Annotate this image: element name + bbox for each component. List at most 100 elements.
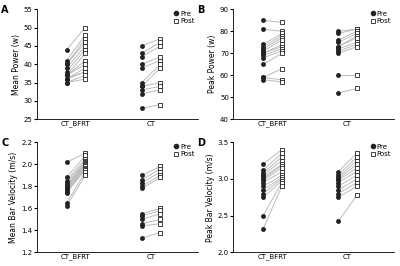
- Point: [82, 77, 88, 81]
- Point: [63, 183, 70, 187]
- Point: [354, 42, 360, 47]
- Point: [157, 170, 164, 174]
- Point: [260, 192, 266, 196]
- Point: [279, 162, 285, 167]
- Point: [82, 151, 88, 155]
- Point: [260, 45, 266, 49]
- Point: [82, 170, 88, 174]
- Point: [82, 160, 88, 164]
- Legend: Pre, Post: Pre, Post: [371, 11, 391, 24]
- Point: [138, 81, 145, 85]
- Point: [279, 147, 285, 152]
- Point: [82, 162, 88, 167]
- Point: [82, 167, 88, 171]
- Point: [138, 51, 145, 55]
- Point: [279, 29, 285, 34]
- Point: [354, 36, 360, 40]
- Point: [82, 157, 88, 161]
- Text: A: A: [1, 5, 8, 15]
- Point: [63, 185, 70, 189]
- Point: [138, 181, 145, 185]
- Point: [63, 62, 70, 66]
- Point: [82, 168, 88, 172]
- Point: [279, 78, 285, 82]
- Point: [157, 212, 164, 216]
- Point: [82, 26, 88, 30]
- Point: [260, 47, 266, 51]
- Point: [138, 106, 145, 110]
- Point: [260, 75, 266, 80]
- Point: [138, 92, 145, 96]
- Point: [82, 66, 88, 70]
- Point: [157, 164, 164, 169]
- Point: [335, 40, 341, 44]
- Point: [138, 62, 145, 66]
- Point: [354, 27, 360, 31]
- Point: [63, 73, 70, 77]
- Point: [138, 236, 145, 240]
- Point: [279, 42, 285, 47]
- Point: [157, 230, 164, 235]
- Point: [335, 51, 341, 55]
- Point: [82, 153, 88, 158]
- Point: [260, 75, 266, 80]
- Point: [279, 34, 285, 38]
- Point: [63, 77, 70, 81]
- Point: [82, 161, 88, 165]
- Point: [157, 173, 164, 177]
- Y-axis label: Peak Power (w): Peak Power (w): [208, 35, 217, 93]
- Point: [63, 160, 70, 164]
- Point: [63, 189, 70, 193]
- Point: [82, 69, 88, 74]
- Point: [82, 164, 88, 169]
- Point: [279, 175, 285, 180]
- Point: [82, 51, 88, 55]
- Point: [279, 31, 285, 36]
- Point: [354, 173, 360, 177]
- Point: [260, 177, 266, 181]
- Point: [63, 186, 70, 191]
- Point: [279, 45, 285, 49]
- Point: [63, 184, 70, 188]
- Point: [354, 86, 360, 91]
- Point: [354, 184, 360, 188]
- Point: [138, 84, 145, 88]
- Point: [260, 49, 266, 53]
- Point: [63, 69, 70, 74]
- Point: [157, 36, 164, 41]
- Point: [354, 162, 360, 167]
- Point: [279, 184, 285, 188]
- Legend: Pre, Post: Pre, Post: [174, 11, 194, 24]
- Point: [138, 44, 145, 48]
- Point: [63, 190, 70, 194]
- Point: [82, 159, 88, 163]
- Point: [63, 81, 70, 85]
- Point: [354, 29, 360, 34]
- Point: [335, 49, 341, 53]
- Point: [157, 102, 164, 107]
- Point: [157, 208, 164, 213]
- Legend: Pre, Post: Pre, Post: [371, 144, 391, 157]
- Point: [63, 175, 70, 180]
- Point: [354, 166, 360, 170]
- Point: [260, 195, 266, 200]
- Point: [335, 219, 341, 224]
- Point: [157, 81, 164, 85]
- Point: [82, 33, 88, 37]
- Point: [157, 59, 164, 63]
- Point: [335, 47, 341, 51]
- Point: [279, 20, 285, 25]
- Y-axis label: Mean Bar Velocity (m/s): Mean Bar Velocity (m/s): [9, 152, 18, 243]
- Point: [138, 184, 145, 188]
- Point: [63, 66, 70, 70]
- Point: [260, 184, 266, 188]
- Point: [138, 55, 145, 59]
- Point: [279, 66, 285, 71]
- Text: D: D: [198, 138, 206, 148]
- Point: [354, 73, 360, 77]
- Point: [138, 214, 145, 218]
- Point: [63, 181, 70, 185]
- Point: [354, 40, 360, 44]
- Point: [335, 45, 341, 49]
- Point: [82, 36, 88, 41]
